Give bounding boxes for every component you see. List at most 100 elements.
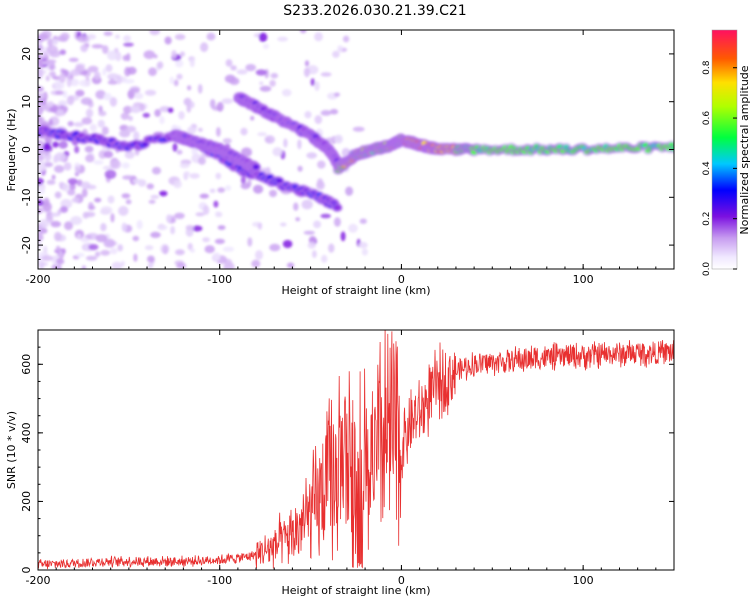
figure-title: S233.2026.030.21.39.C21 [283,3,466,19]
heatmap-noise-cell [174,212,185,219]
heatmap-noise-cell [159,190,168,197]
heatmap-noise-cell [67,189,76,196]
heatmap-noise-cell [81,117,93,125]
heatmap-noise-cell [209,188,216,193]
spectrogram-ytick-label: -20 [20,236,33,254]
heatmap-noise-cell [101,126,109,135]
heatmap-noise-cell [199,193,209,199]
heatmap-noise-cell [215,172,222,180]
heatmap-noise-cell [100,249,111,256]
spectrogram-ylabel: Frequency (Hz) [5,109,18,192]
heatmap-noise-cell [57,264,62,269]
heatmap-noise-cell [257,132,267,137]
heatmap-noise-cell [123,35,131,42]
heatmap-noise-cell [58,250,63,258]
heatmap-noise-cell [222,246,235,252]
heatmap-noise-cell [286,262,295,269]
heatmap-noise-cell [358,241,368,249]
heatmap-noise-cell [70,216,83,225]
heatmap-noise-cell [79,79,91,87]
heatmap-noise-cell [272,147,283,157]
heatmap-noise-cell [179,163,190,169]
heatmap-noise-cell [282,240,293,248]
heatmap-noise-cell [66,77,72,88]
heatmap-noise-cell [216,126,221,137]
snr-ytick-label: 400 [20,422,33,443]
heatmap-noise-cell [130,87,140,94]
heatmap-noise-cell [67,121,74,127]
heatmap-noise-cell [151,166,162,175]
heatmap-noise-cell [206,32,216,41]
heatmap-noise-cell [297,165,303,172]
heatmap-noise-cell [304,60,310,67]
heatmap-noise-cell [67,178,78,185]
heatmap-noise-cell [217,225,226,231]
heatmap-noise-cell [255,69,267,76]
heatmap-noise-cell [69,182,76,191]
heatmap-noise-cell [62,90,68,98]
spectrogram-xlabel: Height of straight line (km) [281,284,430,297]
heatmap-noise-cell [334,134,344,144]
heatmap-noise-cell [80,181,91,190]
heatmap-noise-cell [200,42,209,53]
heatmap-noise-cell [213,200,219,208]
heatmap-noise-cell [221,98,233,104]
snr-xtick-label: -200 [26,574,51,587]
snr-series-line [38,330,674,570]
heatmap-noise-cell [321,254,328,263]
heatmap-noise-cell [132,235,140,242]
snr-xlabel: Height of straight line (km) [281,584,430,597]
heatmap-noise-cell [52,76,61,80]
heatmap-noise-cell [51,264,59,269]
heatmap-noise-cell [270,72,279,79]
heatmap-noise-cell [187,126,197,134]
heatmap-noise-cell [189,173,200,179]
heatmap-ridge-cell [334,205,341,211]
heatmap-noise-cell [54,231,62,242]
heatmap-noise-cell [269,79,276,87]
heatmap-noise-cell [150,231,161,238]
colorbar-tick-label: 0.2 [702,212,712,226]
heatmap-noise-cell [77,233,82,240]
heatmap-noise-cell [68,57,79,63]
heatmap-noise-cell [340,231,346,242]
heatmap-noise-cell [80,237,90,243]
heatmap-noise-cell [293,202,299,211]
heatmap-noise-cell [59,73,66,83]
heatmap-noise-cell [45,75,50,82]
heatmap-noise-cell [222,138,232,144]
heatmap-noise-cell [320,110,332,116]
heatmap-noise-cell [240,176,246,185]
snr-xtick-label: 100 [573,574,594,587]
heatmap-noise-cell [262,43,270,50]
heatmap-noise-cell [189,57,195,68]
heatmap-noise-cell [48,119,53,127]
heatmap-ridge-cell [252,164,260,170]
heatmap-noise-cell [198,156,206,165]
heatmap-noise-cell [103,92,112,101]
heatmap-noise-cell [64,221,73,231]
heatmap-noise-cell [57,209,62,215]
heatmap-noise-cell [104,169,117,179]
spectrogram-ytick-label: 20 [20,47,33,61]
heatmap-noise-cell [337,45,343,53]
heatmap-noise-cell [183,97,192,106]
heatmap-noise-cell [157,61,164,69]
heatmap-noise-cell [144,245,154,251]
heatmap-noise-cell [84,145,94,153]
heatmap-noise-cell [100,223,107,232]
heatmap-noise-cell [109,78,115,84]
heatmap-noise-cell [169,76,174,85]
heatmap-noise-cell [162,245,169,255]
heatmap-noise-cell [105,64,113,73]
heatmap-noise-cell [59,104,64,110]
heatmap-noise-cell [147,255,155,263]
heatmap-noise-cell [173,79,179,87]
heatmap-noise-cell [127,66,137,75]
heatmap-noise-cell [50,212,61,217]
heatmap-noise-cell [307,241,316,249]
heatmap-noise-cell [38,43,43,53]
heatmap-noise-cell [174,34,186,40]
heatmap-noise-cell [118,129,131,138]
heatmap-noise-cell [54,165,65,173]
